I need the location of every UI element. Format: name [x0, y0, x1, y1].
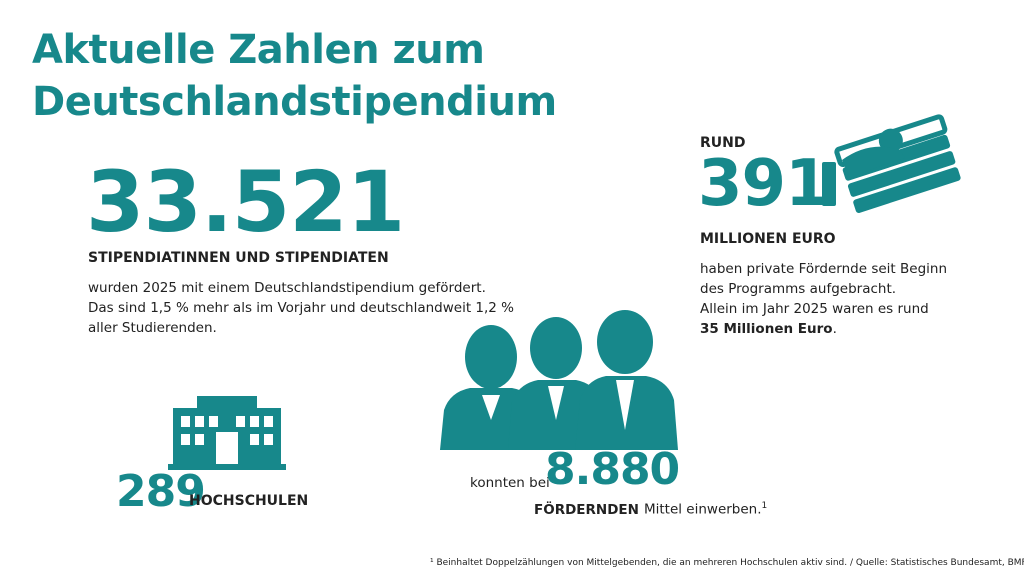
stat-text: Mittel einwerben. [643, 501, 762, 518]
stat-label: STIPENDIATINNEN UND STIPENDIATEN [88, 250, 389, 266]
people-icon [440, 310, 678, 450]
highlight: 35 Millionen Euro [700, 321, 833, 337]
building-icon [168, 396, 286, 470]
footnote-mark: 1 [761, 501, 768, 511]
money-icon [822, 114, 961, 213]
stat-text: Das sind 1,5 % mehr als im Vorjahr und d… [88, 300, 515, 316]
stat-text: Allein im Jahr 2025 waren es rund [700, 301, 929, 317]
stat-text: . [832, 321, 837, 337]
stat-prefix: konnten bei [470, 475, 550, 491]
stat-number: 8.880 [545, 444, 680, 495]
stat-text: 35 Millionen Euro. [700, 319, 837, 339]
stat-number: 33.521 [86, 153, 405, 251]
stat-number: 289 [116, 466, 206, 517]
stat-prefix: RUND [700, 135, 746, 151]
stat-label: MILLIONEN EURO [700, 231, 836, 247]
stat-label: HOCHSCHULEN [189, 493, 309, 509]
title-line: Deutschlandstipendium [32, 79, 557, 125]
stat-text: wurden 2025 mit einem Deutschlandstipend… [88, 280, 486, 296]
stat-number: 391 [698, 147, 830, 221]
footnote: ¹ Beinhaltet Doppelzählungen von Mittelg… [430, 558, 1024, 568]
stat-text: haben private Fördernde seit Beginn [700, 261, 948, 277]
title-line: Aktuelle Zahlen zum [32, 27, 485, 73]
stat-text: aller Studierenden. [88, 320, 217, 336]
stat-line: FÖRDERNDEN Mittel einwerben.1 [534, 496, 767, 520]
stat-label: FÖRDERNDEN [534, 501, 639, 518]
stat-text: des Programms aufgebracht. [700, 281, 897, 297]
